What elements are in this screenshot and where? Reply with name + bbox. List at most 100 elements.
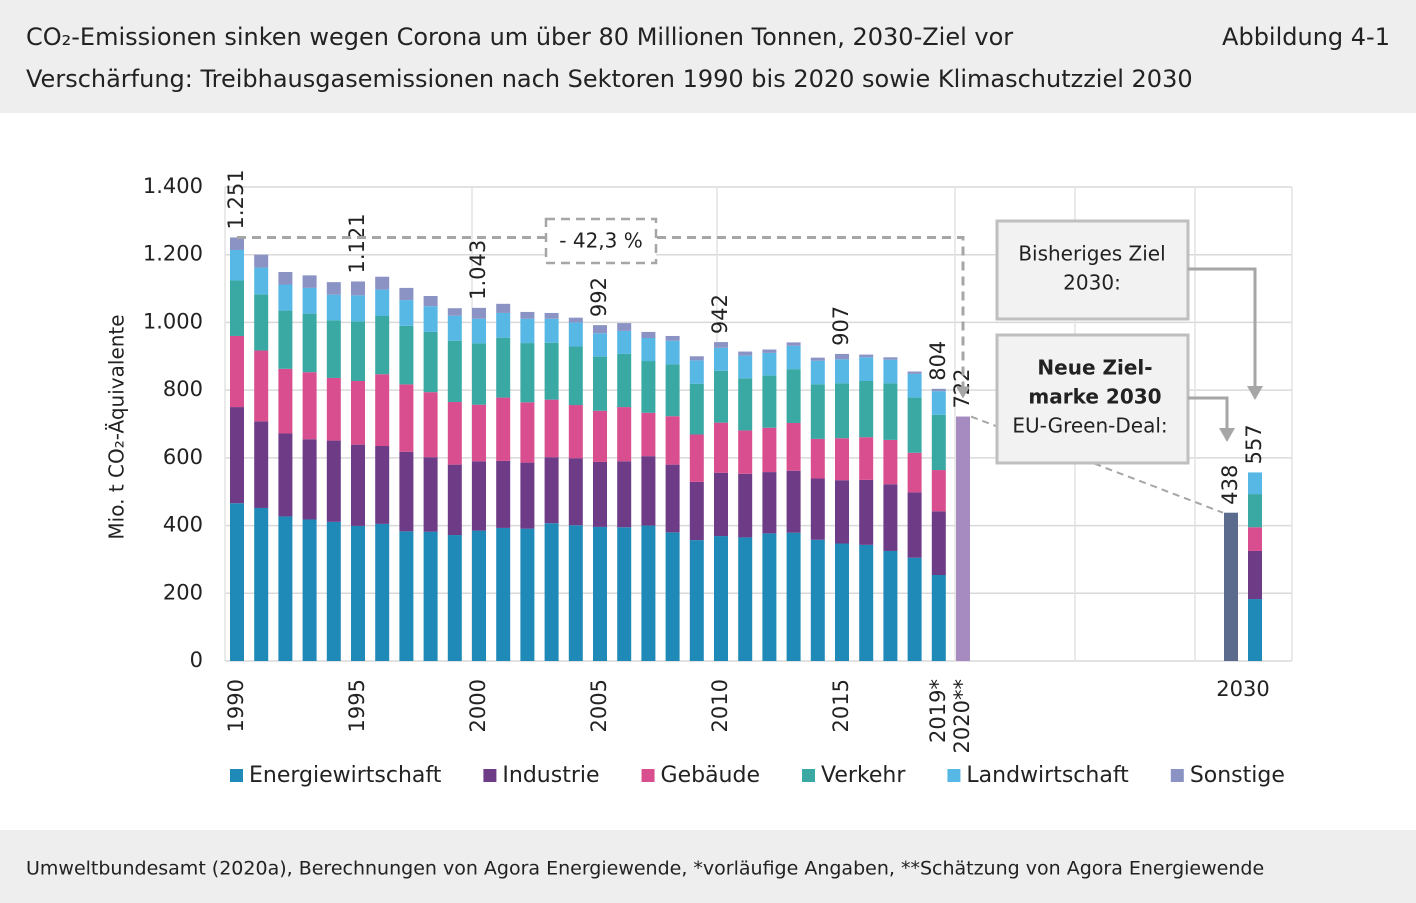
bar-segment — [399, 300, 414, 326]
bar-segment — [931, 511, 946, 576]
bar-segment — [641, 331, 656, 339]
bar-segment — [810, 360, 825, 385]
y-tick-label: 800 — [163, 377, 203, 401]
total-label: 907 — [829, 306, 853, 346]
bar-segment — [326, 521, 341, 661]
bar-segment — [472, 404, 486, 462]
bar-segment — [278, 271, 293, 285]
total-label: 1.121 — [345, 213, 369, 273]
bar-segment — [762, 427, 777, 473]
bar-segment — [423, 392, 438, 458]
bar-segment — [810, 539, 825, 661]
y-tick-label: 1.400 — [143, 174, 203, 198]
bar-segment — [593, 356, 607, 411]
legend-label: Gebäude — [661, 763, 760, 788]
bar-segment — [472, 530, 486, 661]
annotation: 2030: — [1063, 271, 1121, 295]
bar-segment — [617, 353, 632, 408]
bar-segment — [593, 325, 607, 334]
bar-segment — [641, 338, 656, 362]
bar-segment — [738, 351, 753, 356]
bar-segment — [786, 470, 801, 533]
bar-segment — [399, 287, 414, 301]
bar-segment — [931, 391, 946, 415]
bar-segment — [859, 381, 874, 438]
bar-segment — [665, 532, 680, 661]
estimate-bar — [956, 416, 970, 661]
total-label: 992 — [587, 277, 611, 317]
x-tick-label: 2005 — [587, 679, 611, 732]
bar-segment — [835, 359, 849, 384]
bar-segment — [786, 422, 801, 471]
total-label: 1.251 — [224, 169, 248, 229]
bar-segment — [714, 347, 728, 371]
x-tick-label: 2019* — [926, 679, 950, 743]
bar-segment — [1248, 472, 1262, 495]
legend-swatch — [1170, 769, 1184, 782]
annotation: EU-Green-Deal: — [1012, 414, 1167, 438]
bar-segment — [907, 373, 922, 398]
bar-segment — [302, 519, 317, 661]
bar-segment — [641, 412, 656, 457]
legend-swatch — [947, 769, 961, 782]
reduction-box — [544, 217, 658, 265]
bar-segment — [254, 350, 269, 422]
bar-segment — [762, 352, 777, 376]
bar-segment — [423, 457, 438, 532]
bar-segment — [302, 287, 317, 314]
connector — [970, 415, 1224, 514]
bar-segment — [883, 484, 898, 551]
bar-segment — [375, 289, 390, 316]
bar-segment — [593, 461, 607, 527]
y-tick-label: 1.000 — [143, 309, 203, 333]
y-tick-label: 600 — [163, 445, 203, 469]
bar-segment — [472, 318, 486, 344]
bar-segment — [568, 458, 583, 526]
legend-swatch — [802, 769, 816, 782]
bar-segment — [689, 356, 704, 361]
bar-segment — [278, 433, 293, 517]
arrow — [1188, 267, 1257, 386]
arrow-head — [1219, 428, 1235, 442]
bar-segment — [568, 346, 583, 406]
bar-segment — [496, 312, 511, 338]
bar-segment — [883, 357, 898, 360]
bar-segment — [399, 384, 414, 452]
bar-segment — [351, 321, 365, 382]
bar-segment — [351, 281, 365, 296]
bar-segment — [278, 516, 293, 661]
bar-segment — [883, 359, 898, 384]
x-tick-label: 2000 — [466, 679, 490, 732]
bar-segment — [520, 318, 535, 344]
bar-segment — [883, 439, 898, 485]
bar-segment — [593, 526, 607, 661]
bar-segment — [447, 315, 462, 341]
reduction-label: - 42,3 % — [559, 229, 642, 253]
bar-segment — [568, 525, 583, 661]
figure-label: Abbildung 4-1 — [1222, 23, 1390, 51]
bar-segment — [544, 312, 559, 319]
bar-segment — [520, 462, 535, 529]
bar-segment — [738, 430, 753, 474]
bar-segment — [254, 254, 269, 268]
total-label: 942 — [708, 294, 732, 334]
bar-segment — [520, 528, 535, 661]
header-band — [0, 0, 1416, 113]
bar-segment — [786, 369, 801, 423]
bar-segment — [254, 294, 269, 351]
bar-segment — [544, 318, 559, 343]
bar-segment — [351, 525, 365, 661]
bar-segment — [375, 446, 390, 524]
bar-segment — [1248, 550, 1262, 600]
bar-segment — [641, 525, 656, 661]
bar-segment — [423, 531, 438, 661]
bar-segment — [617, 323, 632, 331]
bar-segment — [931, 470, 946, 512]
bar-segment — [302, 275, 317, 288]
bar-segment — [326, 377, 341, 441]
bar-segment — [520, 402, 535, 463]
bar-segment — [399, 325, 414, 385]
bar-segment — [254, 267, 269, 295]
bar-segment — [230, 503, 244, 661]
